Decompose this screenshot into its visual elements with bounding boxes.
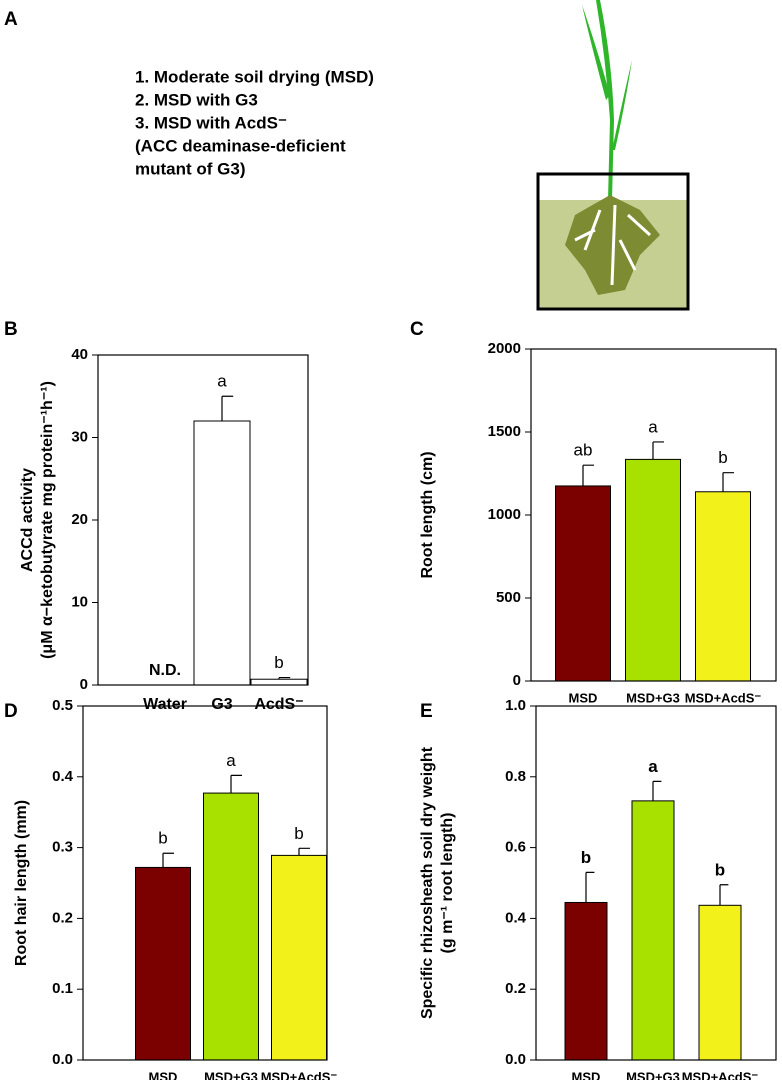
x-tick-label: MSD+AcdS⁻ xyxy=(682,1069,759,1080)
y-tick-label: 0.0 xyxy=(52,1051,73,1068)
x-tick-label: MSD+G3 xyxy=(204,1069,258,1080)
significance-label: a xyxy=(217,372,227,391)
error-bar xyxy=(221,395,234,421)
plot-frame xyxy=(82,705,328,1061)
panel-letter: B xyxy=(4,319,18,340)
error-bar xyxy=(230,774,242,794)
error-bar xyxy=(162,852,174,868)
bar xyxy=(555,485,611,682)
significance-label: a xyxy=(648,757,658,776)
y-tick-label: 1500 xyxy=(488,423,521,440)
x-tick-label: MSD+AcdS⁻ xyxy=(261,1069,338,1080)
bar xyxy=(203,792,259,1061)
error-bar xyxy=(585,871,595,903)
y-tick-label: 30 xyxy=(71,428,88,445)
x-tick-label: MSD+G3 xyxy=(626,1069,680,1080)
panel-letter: D xyxy=(4,701,18,722)
error-bar xyxy=(652,441,664,460)
x-tick-label: MSD xyxy=(149,1069,178,1080)
y-tick-label: 0.4 xyxy=(505,909,527,926)
y-axis-label: (μM α−ketobutyrate mg protein⁻¹h⁻¹) xyxy=(39,381,56,659)
bar xyxy=(698,904,742,1061)
x-tick-label: MSD+AcdS⁻ xyxy=(685,690,762,705)
y-tick-label: 0.8 xyxy=(505,768,526,785)
y-tick-label: 0 xyxy=(513,672,521,689)
panel-letter: A xyxy=(4,9,18,30)
y-tick-label: 0.4 xyxy=(52,768,74,785)
x-tick-label: G3 xyxy=(211,696,232,713)
significance-label: b xyxy=(294,824,303,843)
y-axis-label: Specific rhizosheath soil dry weight xyxy=(419,746,436,1019)
y-tick-label: 0.2 xyxy=(52,909,73,926)
panel-letter: C xyxy=(410,319,424,340)
error-bar xyxy=(719,884,729,906)
bar xyxy=(625,458,681,682)
significance-label: ab xyxy=(574,441,593,460)
significance-label: b xyxy=(274,653,283,672)
y-tick-label: 2000 xyxy=(488,340,521,357)
bar xyxy=(695,491,751,682)
significance-label: b xyxy=(718,448,727,467)
x-tick-label: Water xyxy=(143,696,187,713)
significance-label: b xyxy=(715,860,725,879)
y-tick-label: 1000 xyxy=(488,506,521,523)
y-axis-label: ACCd activity xyxy=(19,468,36,572)
error-bar xyxy=(652,780,662,801)
y-tick-label: 10 xyxy=(71,593,88,610)
bar xyxy=(135,866,191,1061)
bar xyxy=(193,420,251,686)
error-bar xyxy=(278,676,291,680)
significance-label: b xyxy=(581,848,591,867)
y-tick-label: 0.1 xyxy=(52,980,73,997)
list-item: 3. MSD with AcdS⁻ xyxy=(135,113,287,132)
x-tick-label: MSD xyxy=(569,690,598,705)
y-tick-label: 500 xyxy=(496,589,521,606)
error-bar xyxy=(582,464,594,486)
y-tick-label: 0.3 xyxy=(52,839,73,856)
plot-frame xyxy=(535,705,777,1061)
y-tick-label: 1.0 xyxy=(505,697,526,714)
y-axis-label: (g m⁻¹ root length) xyxy=(439,813,456,954)
bar xyxy=(250,678,308,686)
list-item: 2. MSD with G3 xyxy=(135,90,258,109)
x-tick-label: AcdS⁻ xyxy=(254,696,303,713)
error-bar xyxy=(722,472,734,492)
panel-letter: E xyxy=(420,701,433,722)
significance-label: a xyxy=(226,751,236,770)
significance-label: N.D. xyxy=(149,662,181,679)
error-bar xyxy=(298,847,310,856)
list-item: mutant of G3) xyxy=(135,159,246,178)
significance-label: a xyxy=(648,417,658,436)
y-tick-label: 0.2 xyxy=(505,980,526,997)
y-tick-label: 0 xyxy=(80,676,88,693)
bar xyxy=(271,854,327,1061)
y-tick-label: 0.6 xyxy=(505,839,526,856)
y-tick-label: 0.0 xyxy=(505,1051,526,1068)
y-tick-label: 20 xyxy=(71,511,88,528)
plot-frame xyxy=(97,354,309,686)
y-tick-label: 40 xyxy=(71,346,88,363)
bar xyxy=(631,800,675,1061)
y-axis-label: Root hair length (mm) xyxy=(13,800,30,966)
x-tick-label: MSD+G3 xyxy=(626,690,680,705)
list-item: 1. Moderate soil drying (MSD) xyxy=(135,67,374,86)
bar xyxy=(564,901,608,1061)
x-tick-label: MSD xyxy=(572,1069,601,1080)
list-item: (ACC deaminase-deficient xyxy=(135,136,346,155)
y-axis-label: Root length (cm) xyxy=(419,451,436,578)
y-tick-label: 0.5 xyxy=(52,697,73,714)
plot-frame xyxy=(530,348,777,682)
plant-illustration xyxy=(536,0,690,311)
significance-label: b xyxy=(158,829,167,848)
